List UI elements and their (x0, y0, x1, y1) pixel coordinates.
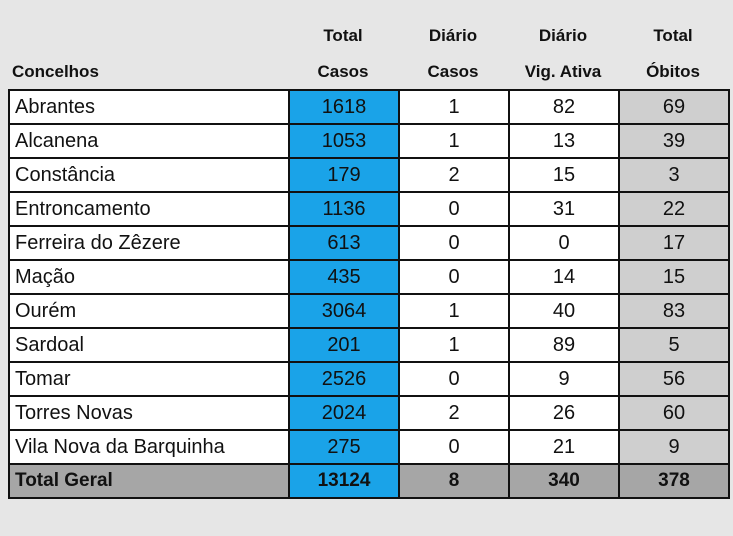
obitos-cell: 15 (618, 259, 730, 295)
table-row: Mação 435 0 14 15 (8, 259, 730, 295)
total-casos-cell: 275 (288, 429, 400, 465)
header-diario-casos-line2: Casos (427, 62, 479, 81)
obitos-cell: 60 (618, 395, 730, 431)
table-row: Abrantes 1618 1 82 69 (8, 89, 730, 125)
vig-ativa-cell: 13 (508, 123, 620, 159)
total-obitos-cell: 378 (618, 463, 730, 499)
obitos-cell: 9 (618, 429, 730, 465)
concelho-cell: Torres Novas (8, 395, 290, 431)
header-total-obitos: Total Óbitos (618, 14, 728, 90)
total-diario-casos-cell: 8 (398, 463, 510, 499)
table-row: Sardoal 201 1 89 5 (8, 327, 730, 363)
vig-ativa-cell: 15 (508, 157, 620, 193)
header-diario-vig: Diário Vig. Ativa (508, 14, 618, 90)
diario-casos-cell: 0 (398, 429, 510, 465)
vig-ativa-cell: 40 (508, 293, 620, 329)
vig-ativa-cell: 14 (508, 259, 620, 295)
obitos-cell: 83 (618, 293, 730, 329)
concelho-cell: Ferreira do Zêzere (8, 225, 290, 261)
table-row: Vila Nova da Barquinha 275 0 21 9 (8, 429, 730, 465)
table-row: Tomar 2526 0 9 56 (8, 361, 730, 397)
table-row: Ferreira do Zêzere 613 0 0 17 (8, 225, 730, 261)
diario-casos-cell: 0 (398, 225, 510, 261)
vig-ativa-cell: 26 (508, 395, 620, 431)
header-concelhos-label: Concelhos (12, 62, 99, 81)
table-row: Torres Novas 2024 2 26 60 (8, 395, 730, 431)
obitos-cell: 69 (618, 89, 730, 125)
total-casos-cell: 201 (288, 327, 400, 363)
header-diario-vig-line2: Vig. Ativa (524, 62, 602, 81)
total-casos-cell: 1136 (288, 191, 400, 227)
diario-casos-cell: 1 (398, 327, 510, 363)
vig-ativa-cell: 31 (508, 191, 620, 227)
header-diario-casos: Diário Casos (398, 14, 508, 90)
concelho-cell: Tomar (8, 361, 290, 397)
concelho-cell: Ourém (8, 293, 290, 329)
diario-casos-cell: 2 (398, 395, 510, 431)
total-casos-cell: 1618 (288, 89, 400, 125)
header-total-obitos-line2: Óbitos (646, 62, 700, 81)
obitos-cell: 3 (618, 157, 730, 193)
total-casos-cell: 179 (288, 157, 400, 193)
diario-casos-cell: 1 (398, 293, 510, 329)
header-total-casos: Total Casos (288, 14, 398, 90)
obitos-cell: 5 (618, 327, 730, 363)
table-row: Entroncamento 1136 0 31 22 (8, 191, 730, 227)
header-total-obitos-line1: Total (653, 26, 693, 45)
concelho-cell: Sardoal (8, 327, 290, 363)
total-label-cell: Total Geral (8, 463, 290, 499)
diario-casos-cell: 0 (398, 191, 510, 227)
header-diario-vig-line1: Diário (538, 26, 588, 45)
concelho-cell: Vila Nova da Barquinha (8, 429, 290, 465)
total-casos-cell: 1053 (288, 123, 400, 159)
header-diario-casos-line1: Diário (428, 26, 478, 45)
obitos-cell: 39 (618, 123, 730, 159)
header-total-casos-line2: Casos (317, 62, 369, 81)
table-header: Concelhos Total Casos Diário Casos Diári… (8, 14, 730, 90)
diario-casos-cell: 0 (398, 361, 510, 397)
total-row: Total Geral 13124 8 340 378 (8, 463, 730, 499)
concelho-cell: Alcanena (8, 123, 290, 159)
total-casos-sum-cell: 13124 (288, 463, 400, 499)
vig-ativa-cell: 0 (508, 225, 620, 261)
cases-table: Abrantes 1618 1 82 69 Alcanena 1053 1 13… (8, 89, 730, 499)
concelho-cell: Abrantes (8, 89, 290, 125)
table-row: Alcanena 1053 1 13 39 (8, 123, 730, 159)
diario-casos-cell: 1 (398, 123, 510, 159)
concelho-cell: Mação (8, 259, 290, 295)
total-casos-cell: 2526 (288, 361, 400, 397)
total-casos-cell: 3064 (288, 293, 400, 329)
total-vig-ativa-cell: 340 (508, 463, 620, 499)
obitos-cell: 56 (618, 361, 730, 397)
vig-ativa-cell: 89 (508, 327, 620, 363)
total-casos-cell: 613 (288, 225, 400, 261)
header-concelhos: Concelhos (8, 14, 288, 90)
concelho-cell: Constância (8, 157, 290, 193)
diario-casos-cell: 0 (398, 259, 510, 295)
concelho-cell: Entroncamento (8, 191, 290, 227)
total-casos-cell: 435 (288, 259, 400, 295)
vig-ativa-cell: 21 (508, 429, 620, 465)
total-casos-cell: 2024 (288, 395, 400, 431)
diario-casos-cell: 1 (398, 89, 510, 125)
obitos-cell: 17 (618, 225, 730, 261)
table-row: Constância 179 2 15 3 (8, 157, 730, 193)
vig-ativa-cell: 82 (508, 89, 620, 125)
vig-ativa-cell: 9 (508, 361, 620, 397)
table-row: Ourém 3064 1 40 83 (8, 293, 730, 329)
header-total-casos-line1: Total (323, 26, 363, 45)
obitos-cell: 22 (618, 191, 730, 227)
diario-casos-cell: 2 (398, 157, 510, 193)
